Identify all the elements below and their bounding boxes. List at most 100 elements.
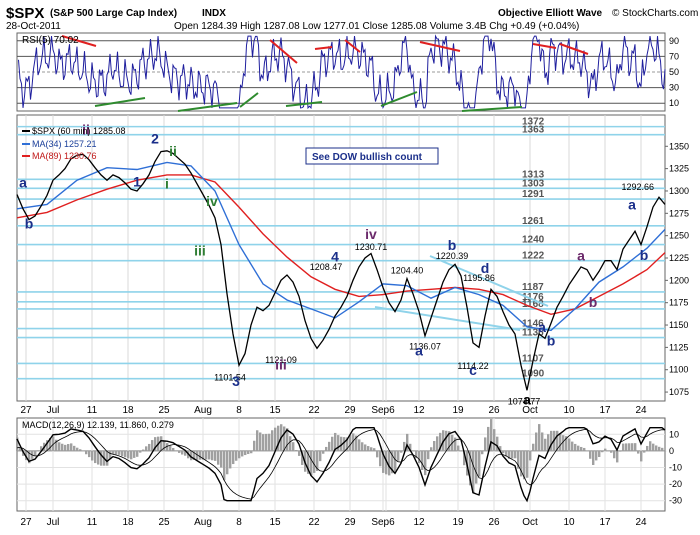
x-ticks-mid-label-4: 25 xyxy=(158,405,170,416)
fib-level-label-1291: 1291 xyxy=(522,189,545,200)
macd-hist-bar-187 xyxy=(577,446,579,451)
macd-hist-bar-127 xyxy=(397,451,399,461)
macd-hist-bar-80 xyxy=(256,430,258,451)
price-tick-label-1350: 1350 xyxy=(669,141,689,151)
macd-hist-bar-140 xyxy=(436,436,438,451)
macd-hist-bar-39 xyxy=(133,451,135,458)
macd-hist-bar-215 xyxy=(661,448,663,451)
macd-hist-bar-25 xyxy=(91,451,93,461)
macd-hist-bar-208 xyxy=(640,451,642,462)
macd-tick--30: -30 xyxy=(669,496,682,506)
macd-hist-bar-104 xyxy=(328,442,330,451)
chart-brand: Objective Elliott Wave xyxy=(498,8,603,19)
macd-hist-bar-86 xyxy=(274,428,276,451)
macd-hist-bar-81 xyxy=(259,432,261,450)
wave-label-13: b xyxy=(448,237,457,253)
x-ticks-bottom-label-7: 15 xyxy=(269,517,281,528)
macd-hist-bar-42 xyxy=(142,450,144,451)
rsi-tick-10: 10 xyxy=(669,98,679,108)
legend-ma34: MA(34) 1257.21 xyxy=(32,139,97,149)
macd-hist-bar-209 xyxy=(643,451,645,453)
wave-label-19: b xyxy=(547,333,556,349)
macd-hist-bar-154 xyxy=(478,451,480,477)
macd-hist-bar-37 xyxy=(127,451,129,459)
macd-hist-bar-121 xyxy=(379,451,381,466)
macd-hist-bar-33 xyxy=(115,451,117,455)
macd-hist-bar-189 xyxy=(583,448,585,451)
macd-hist-bar-143 xyxy=(445,431,447,451)
x-ticks-bottom-label-4: 25 xyxy=(158,517,170,528)
macd-hist-bar-24 xyxy=(88,451,90,457)
macd-tick--10: -10 xyxy=(669,463,682,473)
macd-hist-bar-165 xyxy=(511,451,513,459)
macd-hist-bar-134 xyxy=(418,451,420,463)
x-ticks-bottom-label-6: 8 xyxy=(236,517,242,528)
chart-copyright: © StockCharts.com xyxy=(612,8,698,19)
macd-hist-bar-63 xyxy=(205,451,207,460)
wave-label-0: a xyxy=(19,174,27,190)
macd-hist-bar-119 xyxy=(373,448,375,451)
x-ticks-mid-label-1: Jul xyxy=(47,405,60,416)
macd-hist-bar-174 xyxy=(538,424,540,451)
macd-hist-bar-71 xyxy=(229,451,231,469)
macd-hist-bar-49 xyxy=(163,440,165,451)
x-ticks-mid-label-0: 27 xyxy=(20,405,32,416)
x-ticks-mid-label-12: 12 xyxy=(413,405,425,416)
x-ticks-mid-label-18: 24 xyxy=(635,405,647,416)
last-price-label: 1292.66 xyxy=(621,182,654,192)
macd-hist-bar-124 xyxy=(388,451,390,476)
macd-hist-bar-6 xyxy=(34,451,36,456)
x-ticks-mid-label-8: 22 xyxy=(308,405,320,416)
macd-hist-bar-199 xyxy=(613,451,615,458)
price-axis-ticks: 1075110011251150117512001225125012751300… xyxy=(665,141,689,397)
wave-label-8: iii xyxy=(194,242,206,258)
x-ticks-bottom-label-8: 22 xyxy=(308,517,320,528)
x-ticks-bottom-label-9: 29 xyxy=(344,517,356,528)
price-tick-label-1075: 1075 xyxy=(669,387,689,397)
wave-label-5: i xyxy=(165,175,169,191)
macd-hist-bar-34 xyxy=(118,451,120,455)
x-ticks-bottom-label-12: 12 xyxy=(413,517,425,528)
price-label-2: 1101.54 xyxy=(214,372,246,382)
fib-level-label-1240: 1240 xyxy=(522,235,545,246)
fib-level-label-1222: 1222 xyxy=(522,251,545,262)
macd-hist-bar-105 xyxy=(331,437,333,451)
price-tick-label-1125: 1125 xyxy=(669,342,688,352)
macd-hist-bar-170 xyxy=(526,451,528,478)
macd-hist-bar-102 xyxy=(322,451,324,454)
x-ticks-bottom-label-17: 17 xyxy=(599,517,611,528)
price-tick-label-1275: 1275 xyxy=(669,208,689,218)
wave-label-10: 3 xyxy=(232,373,240,389)
macd-hist-bar-91 xyxy=(289,436,291,451)
macd-hist-bar-116 xyxy=(364,444,366,450)
macd-hist-bar-72 xyxy=(232,451,234,464)
macd-hist-bar-207 xyxy=(637,451,639,454)
price-tick-label-1200: 1200 xyxy=(669,275,689,285)
macd-hist-bar-73 xyxy=(235,451,237,461)
wave-label-4: ii xyxy=(169,143,177,159)
macd-hist-bar-195 xyxy=(601,451,603,452)
rsi-tick-50: 50 xyxy=(669,67,679,77)
macd-hist-bar-92 xyxy=(292,442,294,451)
macd-hist-bar-69 xyxy=(223,451,225,480)
macd-hist-bar-114 xyxy=(358,439,360,450)
macd-hist-bar-210 xyxy=(646,446,648,451)
macd-hist-bar-76 xyxy=(244,451,246,455)
wave-label-20: a xyxy=(577,248,585,264)
macd-hist-bar-7 xyxy=(37,450,39,451)
x-ticks-mid-label-6: 8 xyxy=(236,405,242,416)
x-ticks-bottom-label-0: 27 xyxy=(20,517,32,528)
macd-hist-bar-186 xyxy=(574,444,576,451)
wave-label-3: 2 xyxy=(151,131,159,147)
x-ticks-mid-label-17: 17 xyxy=(599,405,611,416)
macd-hist-bar-137 xyxy=(427,451,429,459)
rsi-tick-30: 30 xyxy=(669,83,679,93)
macd-hist-bar-176 xyxy=(544,439,546,451)
macd-hist-bar-55 xyxy=(181,451,183,455)
x-ticks-mid-label-3: 18 xyxy=(122,405,134,416)
macd-hist-bar-203 xyxy=(625,443,627,450)
wave-label-21: b xyxy=(589,294,598,310)
macd-hist-bar-40 xyxy=(136,451,138,457)
